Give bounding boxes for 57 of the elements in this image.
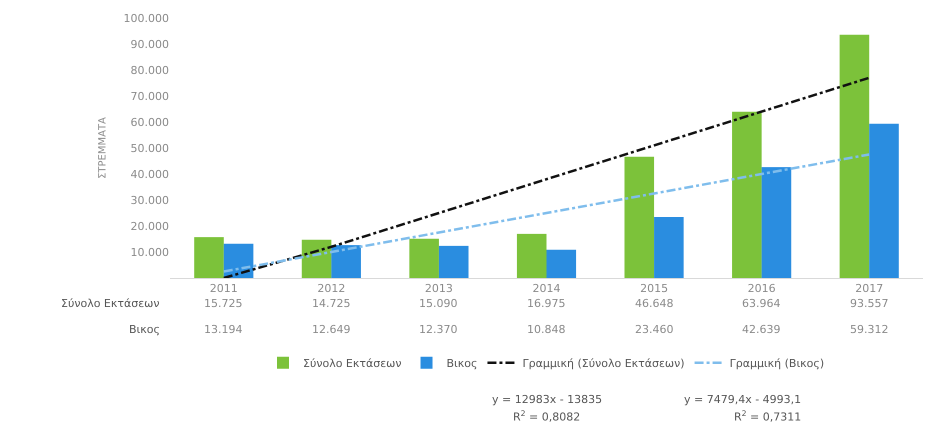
data-label: 10.848 xyxy=(527,323,566,336)
bar xyxy=(302,240,332,278)
data-label: 12.649 xyxy=(312,323,350,336)
y-tick-label: 20.000 xyxy=(130,220,169,233)
data-label: 12.370 xyxy=(419,323,458,336)
bar xyxy=(732,112,762,278)
bar xyxy=(409,238,439,278)
legend-label: Βικος xyxy=(446,356,478,370)
data-label: 42.639 xyxy=(742,323,780,336)
data-label: 63.964 xyxy=(742,297,780,310)
data-label: 15.090 xyxy=(419,297,458,310)
bar xyxy=(194,237,224,278)
line-series xyxy=(222,153,870,273)
bar xyxy=(331,245,361,278)
bar xyxy=(546,250,576,278)
y-tick-label: 80.000 xyxy=(130,64,169,77)
bar xyxy=(516,234,546,278)
y-tick-label: 50.000 xyxy=(130,142,169,155)
bar xyxy=(762,167,792,278)
text: R$^{2}$ = 0,7311 xyxy=(734,409,802,424)
x-tick-label: 2014 xyxy=(532,282,560,296)
legend-label: Γραμμική (Σύνολο Εκτάσεων) xyxy=(522,356,685,370)
bar xyxy=(654,217,684,278)
y-tick-label: 10.000 xyxy=(130,246,169,259)
y-tick-label: 100.000 xyxy=(124,12,169,25)
x-tick-label: 2012 xyxy=(317,282,346,296)
line-series xyxy=(222,76,870,278)
data-label: 15.725 xyxy=(204,297,242,310)
data-label: 93.557 xyxy=(850,297,888,310)
x-tick-label: 2016 xyxy=(748,282,776,296)
bar xyxy=(624,156,654,278)
x-tick-label: 2017 xyxy=(855,282,884,296)
data-label: 46.648 xyxy=(635,297,674,310)
bar xyxy=(438,246,469,278)
data-label: 23.460 xyxy=(635,323,674,336)
y-axis-title: ΣΤΡΕΜΜΑΤΑ xyxy=(98,116,108,179)
y-tick-label: 30.000 xyxy=(130,194,169,207)
y-tick-label: 40.000 xyxy=(130,168,169,181)
data-label: 13.194 xyxy=(204,323,242,336)
legend-label: Γραμμική (Βικος) xyxy=(730,356,824,370)
y-tick-label: 70.000 xyxy=(130,90,169,103)
text: y = 12983x - 13835 xyxy=(492,393,602,406)
text: R$^{2}$ = 0,8082 xyxy=(513,409,580,424)
text: Βικος xyxy=(129,323,160,336)
bar xyxy=(869,124,899,278)
bar xyxy=(840,34,870,278)
x-tick-label: 2013 xyxy=(424,282,453,296)
x-tick-label: 2015 xyxy=(640,282,668,296)
y-tick-label: 60.000 xyxy=(130,116,169,129)
data-label: 16.975 xyxy=(527,297,566,310)
x-tick-label: 2011 xyxy=(210,282,238,296)
text: y = 7479,4x - 4993,1 xyxy=(684,393,802,406)
data-label: 14.725 xyxy=(312,297,350,310)
text: Σύνολο Εκτάσεων xyxy=(61,297,160,310)
legend-label: Σύνολο Εκτάσεων xyxy=(303,356,402,370)
data-label: 59.312 xyxy=(850,323,888,336)
y-tick-label: 90.000 xyxy=(130,38,169,51)
